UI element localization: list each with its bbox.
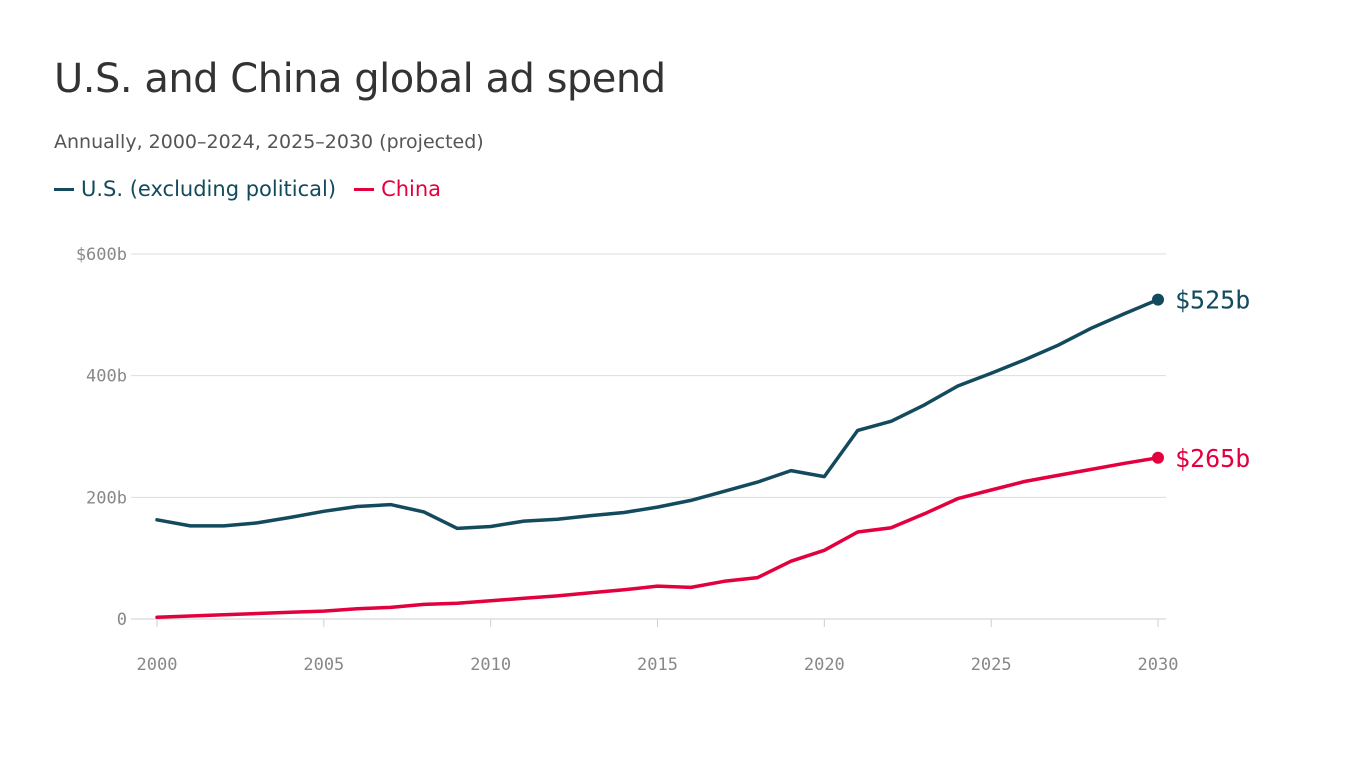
end-label-us: $525b (1175, 286, 1250, 315)
end-label-china: $265b (1175, 444, 1250, 473)
end-markers: $525b $265b (1152, 286, 1250, 473)
end-point-us (1152, 293, 1164, 306)
x-axis-ticks: 2000 2005 2010 2015 2020 2025 2030 (137, 619, 1179, 675)
x-tick-label: 2020 (804, 655, 845, 675)
legend-label-us: U.S. (excluding political) (81, 177, 337, 201)
chart-subtitle: Annually, 2000–2024, 2025–2030 (projecte… (54, 131, 484, 153)
grid-lines (131, 253, 1166, 620)
y-tick-label: 200b (86, 488, 127, 508)
series-lines (155, 297, 1160, 619)
legend-swatch-china (354, 187, 375, 191)
end-point-china (1152, 451, 1164, 464)
series-line-us (155, 297, 1160, 531)
legend-label-china: China (381, 177, 442, 201)
legend-item-us: U.S. (excluding political) (54, 177, 336, 201)
x-tick-label: 2030 (1138, 655, 1179, 675)
y-tick-label: $600b (76, 245, 127, 265)
x-tick-label: 2000 (137, 655, 178, 675)
x-tick-label: 2005 (303, 655, 344, 675)
x-tick-label: 2015 (637, 655, 678, 675)
chart-legend: U.S. (excluding political) China (54, 177, 459, 201)
series-line-china (155, 456, 1160, 619)
x-tick-label: 2025 (971, 655, 1012, 675)
legend-swatch-us (54, 187, 74, 191)
chart-title: U.S. and China global ad spend (54, 56, 666, 102)
y-tick-label: 0 (117, 610, 127, 630)
x-tick-label: 2010 (470, 655, 511, 675)
y-tick-label: 400b (86, 367, 127, 387)
y-axis-ticks: 0 200b 400b $600b (76, 245, 127, 630)
legend-item-china: China (354, 177, 441, 201)
